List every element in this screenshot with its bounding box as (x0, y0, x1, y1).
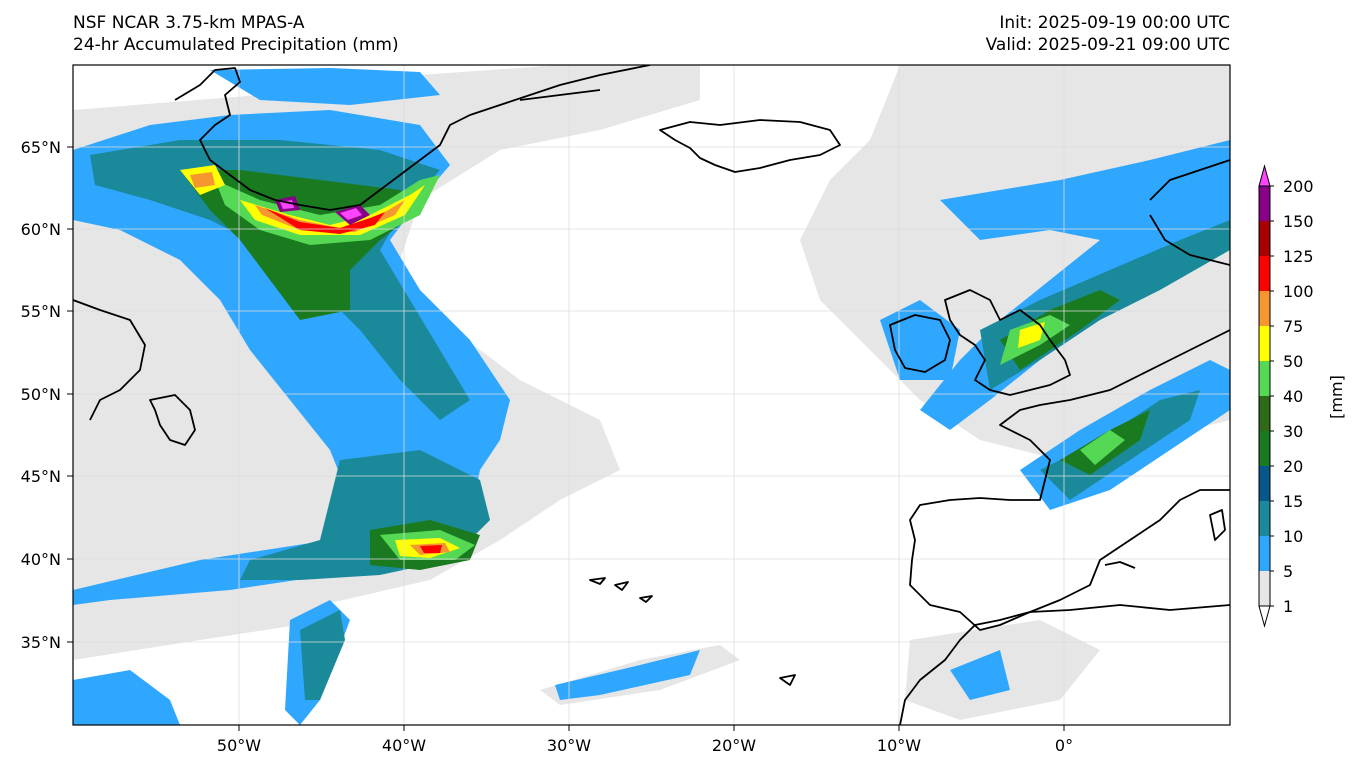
lon-label-50w: 50°W (217, 736, 261, 755)
title-left: NSF NCAR 3.75-km MPAS-A 24-hr Accumulate… (73, 12, 399, 56)
valid-time: Valid: 2025-09-21 09:00 UTC (985, 35, 1230, 55)
colorbar-unit-label: [mm] (1327, 375, 1346, 419)
lon-label-30w: 30°W (547, 736, 591, 755)
title-right: Init: 2025-09-19 00:00 UTC Valid: 2025-0… (986, 12, 1230, 56)
init-time: Init: 2025-09-19 00:00 UTC (999, 13, 1230, 33)
lon-tick-labels: 50°W 40°W 30°W 20°W 10°W 0° (217, 736, 1073, 755)
colorbar-tick-label: 150 (1283, 212, 1314, 231)
colorbar-tick-label: 75 (1283, 317, 1303, 336)
precip-field (73, 65, 1230, 725)
colorbar-tick-label: 5 (1283, 562, 1293, 581)
colorbar-segment (1259, 536, 1270, 571)
lon-label-20w: 20°W (712, 736, 756, 755)
lat-label-35: 35°N (21, 633, 61, 652)
colorbar-segment (1259, 396, 1270, 431)
colorbar-extend-max (1258, 164, 1271, 187)
precip-red-areas (265, 208, 442, 553)
lat-axis (67, 146, 73, 643)
colorbar-tick-label: 20 (1283, 457, 1303, 476)
colorbar-segment (1259, 221, 1270, 256)
graticule (73, 65, 1230, 725)
lat-tick-labels: 65°N 60°N 55°N 50°N 45°N 40°N 35°N (21, 138, 61, 652)
colorbar-segment (1259, 466, 1270, 501)
colorbar-tick-label: 40 (1283, 387, 1303, 406)
colorbar-tick-label: 200 (1283, 177, 1314, 196)
lat-label-65: 65°N (21, 138, 61, 157)
lon-label-40w: 40°W (382, 736, 426, 755)
colorbar-segment (1259, 361, 1270, 396)
colorbar-tick-label: 15 (1283, 492, 1303, 511)
colorbar-segment (1259, 291, 1270, 326)
lat-label-45: 45°N (21, 467, 61, 486)
lon-label-10w: 10°W (877, 736, 921, 755)
lat-label-55: 55°N (21, 302, 61, 321)
colorbar-segment (1259, 186, 1270, 221)
field-name: 24-hr Accumulated Precipitation (mm) (73, 35, 399, 55)
colorbar-segment (1259, 501, 1270, 536)
colorbar-extend-min (1258, 605, 1271, 628)
colorbar-tick-label: 1 (1283, 597, 1293, 616)
colorbar-tick-label: 50 (1283, 352, 1303, 371)
lon-label-0: 0° (1055, 736, 1073, 755)
colorbar-tick-label: 125 (1283, 247, 1314, 266)
colorbar-segment (1259, 431, 1270, 466)
model-name: NSF NCAR 3.75-km MPAS-A (73, 13, 305, 33)
colorbar-segment (1259, 571, 1270, 606)
colorbar-tick-label: 100 (1283, 282, 1314, 301)
lat-label-50: 50°N (21, 385, 61, 404)
colorbar-tick-label: 30 (1283, 422, 1303, 441)
colorbar-tick-label: 10 (1283, 527, 1303, 546)
colorbar-segment (1259, 326, 1270, 361)
map-frame (72, 64, 1231, 726)
lat-label-40: 40°N (21, 550, 61, 569)
colorbar-segment (1259, 256, 1270, 291)
lat-label-60: 60°N (21, 220, 61, 239)
lon-axis (238, 725, 1065, 731)
coastlines (73, 65, 1230, 725)
